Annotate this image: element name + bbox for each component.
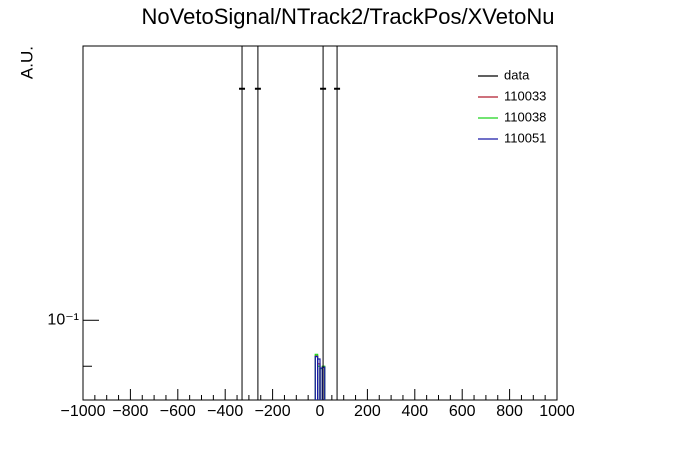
x-tick-label: 800 bbox=[496, 403, 523, 420]
x-tick-label: −800 bbox=[112, 403, 148, 420]
legend-label: 110038 bbox=[504, 109, 546, 124]
y-tick-label: 10⁻¹ bbox=[47, 311, 79, 328]
x-tick-label: −1000 bbox=[61, 403, 106, 420]
plot-frame bbox=[82, 45, 558, 401]
legend-label: 110033 bbox=[504, 88, 546, 103]
x-tick-label: 1000 bbox=[539, 403, 575, 420]
x-tick-label: −600 bbox=[160, 403, 196, 420]
x-tick-label: 0 bbox=[316, 403, 325, 420]
x-tick-label: −400 bbox=[207, 403, 243, 420]
x-tick-label: 600 bbox=[449, 403, 476, 420]
legend-label: 110051 bbox=[504, 130, 546, 145]
x-tick-label: 400 bbox=[401, 403, 428, 420]
x-tick-label: −200 bbox=[255, 403, 291, 420]
y-axis-label: A.U. bbox=[17, 46, 36, 79]
x-tick-label: 200 bbox=[354, 403, 381, 420]
chart-title: NoVetoSignal/NTrack2/TrackPos/XVetoNu bbox=[142, 4, 555, 29]
legend-label: data bbox=[504, 67, 530, 82]
